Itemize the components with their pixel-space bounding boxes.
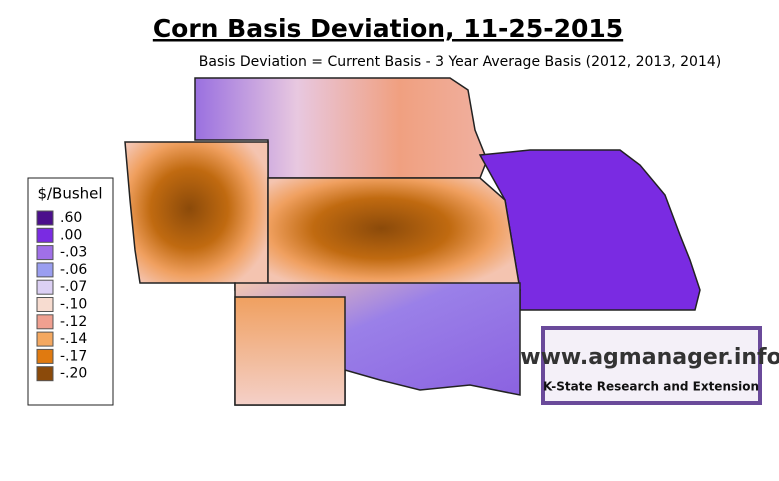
legend-swatch (36, 245, 54, 261)
legend-swatch (36, 227, 54, 243)
legend-swatch (36, 262, 54, 278)
legend-swatch (36, 331, 54, 347)
legend-swatch (36, 314, 54, 330)
legend-label: -.17 (60, 348, 87, 364)
legend-label: -.20 (60, 366, 87, 382)
legend-label: -.14 (60, 331, 87, 347)
subtitle: Basis Deviation = Current Basis - 3 Year… (199, 54, 721, 70)
legend-label: -.10 (60, 297, 87, 313)
legend-label: .60 (60, 210, 82, 226)
legend-swatch (36, 348, 54, 364)
legend-label: -.03 (60, 245, 87, 261)
colorado (124, 141, 269, 291)
legend-swatch (36, 366, 54, 382)
logo-box (541, 326, 762, 405)
logo-url: www.agmanager.info (520, 345, 779, 370)
texas-panhandle (234, 296, 346, 406)
legend-items: .60.00 -.03-.06-.07 -.10-.12-.14-.17 -.20 (36, 210, 87, 382)
legend-swatch (36, 297, 54, 312)
legend-label: -.06 (60, 262, 87, 278)
kansas (267, 177, 521, 291)
legend-label: .00 (60, 227, 82, 243)
logo-org: K-State Research and Extension (543, 380, 759, 394)
legend-label: -.12 (60, 314, 87, 330)
legend-title: $/Bushel (37, 185, 102, 203)
legend-swatch (36, 210, 54, 226)
legend-label: -.07 (60, 279, 87, 295)
legend-swatch (36, 279, 54, 295)
map (124, 77, 701, 406)
title: Corn Basis Deviation, 11-25-2015 (153, 14, 623, 43)
